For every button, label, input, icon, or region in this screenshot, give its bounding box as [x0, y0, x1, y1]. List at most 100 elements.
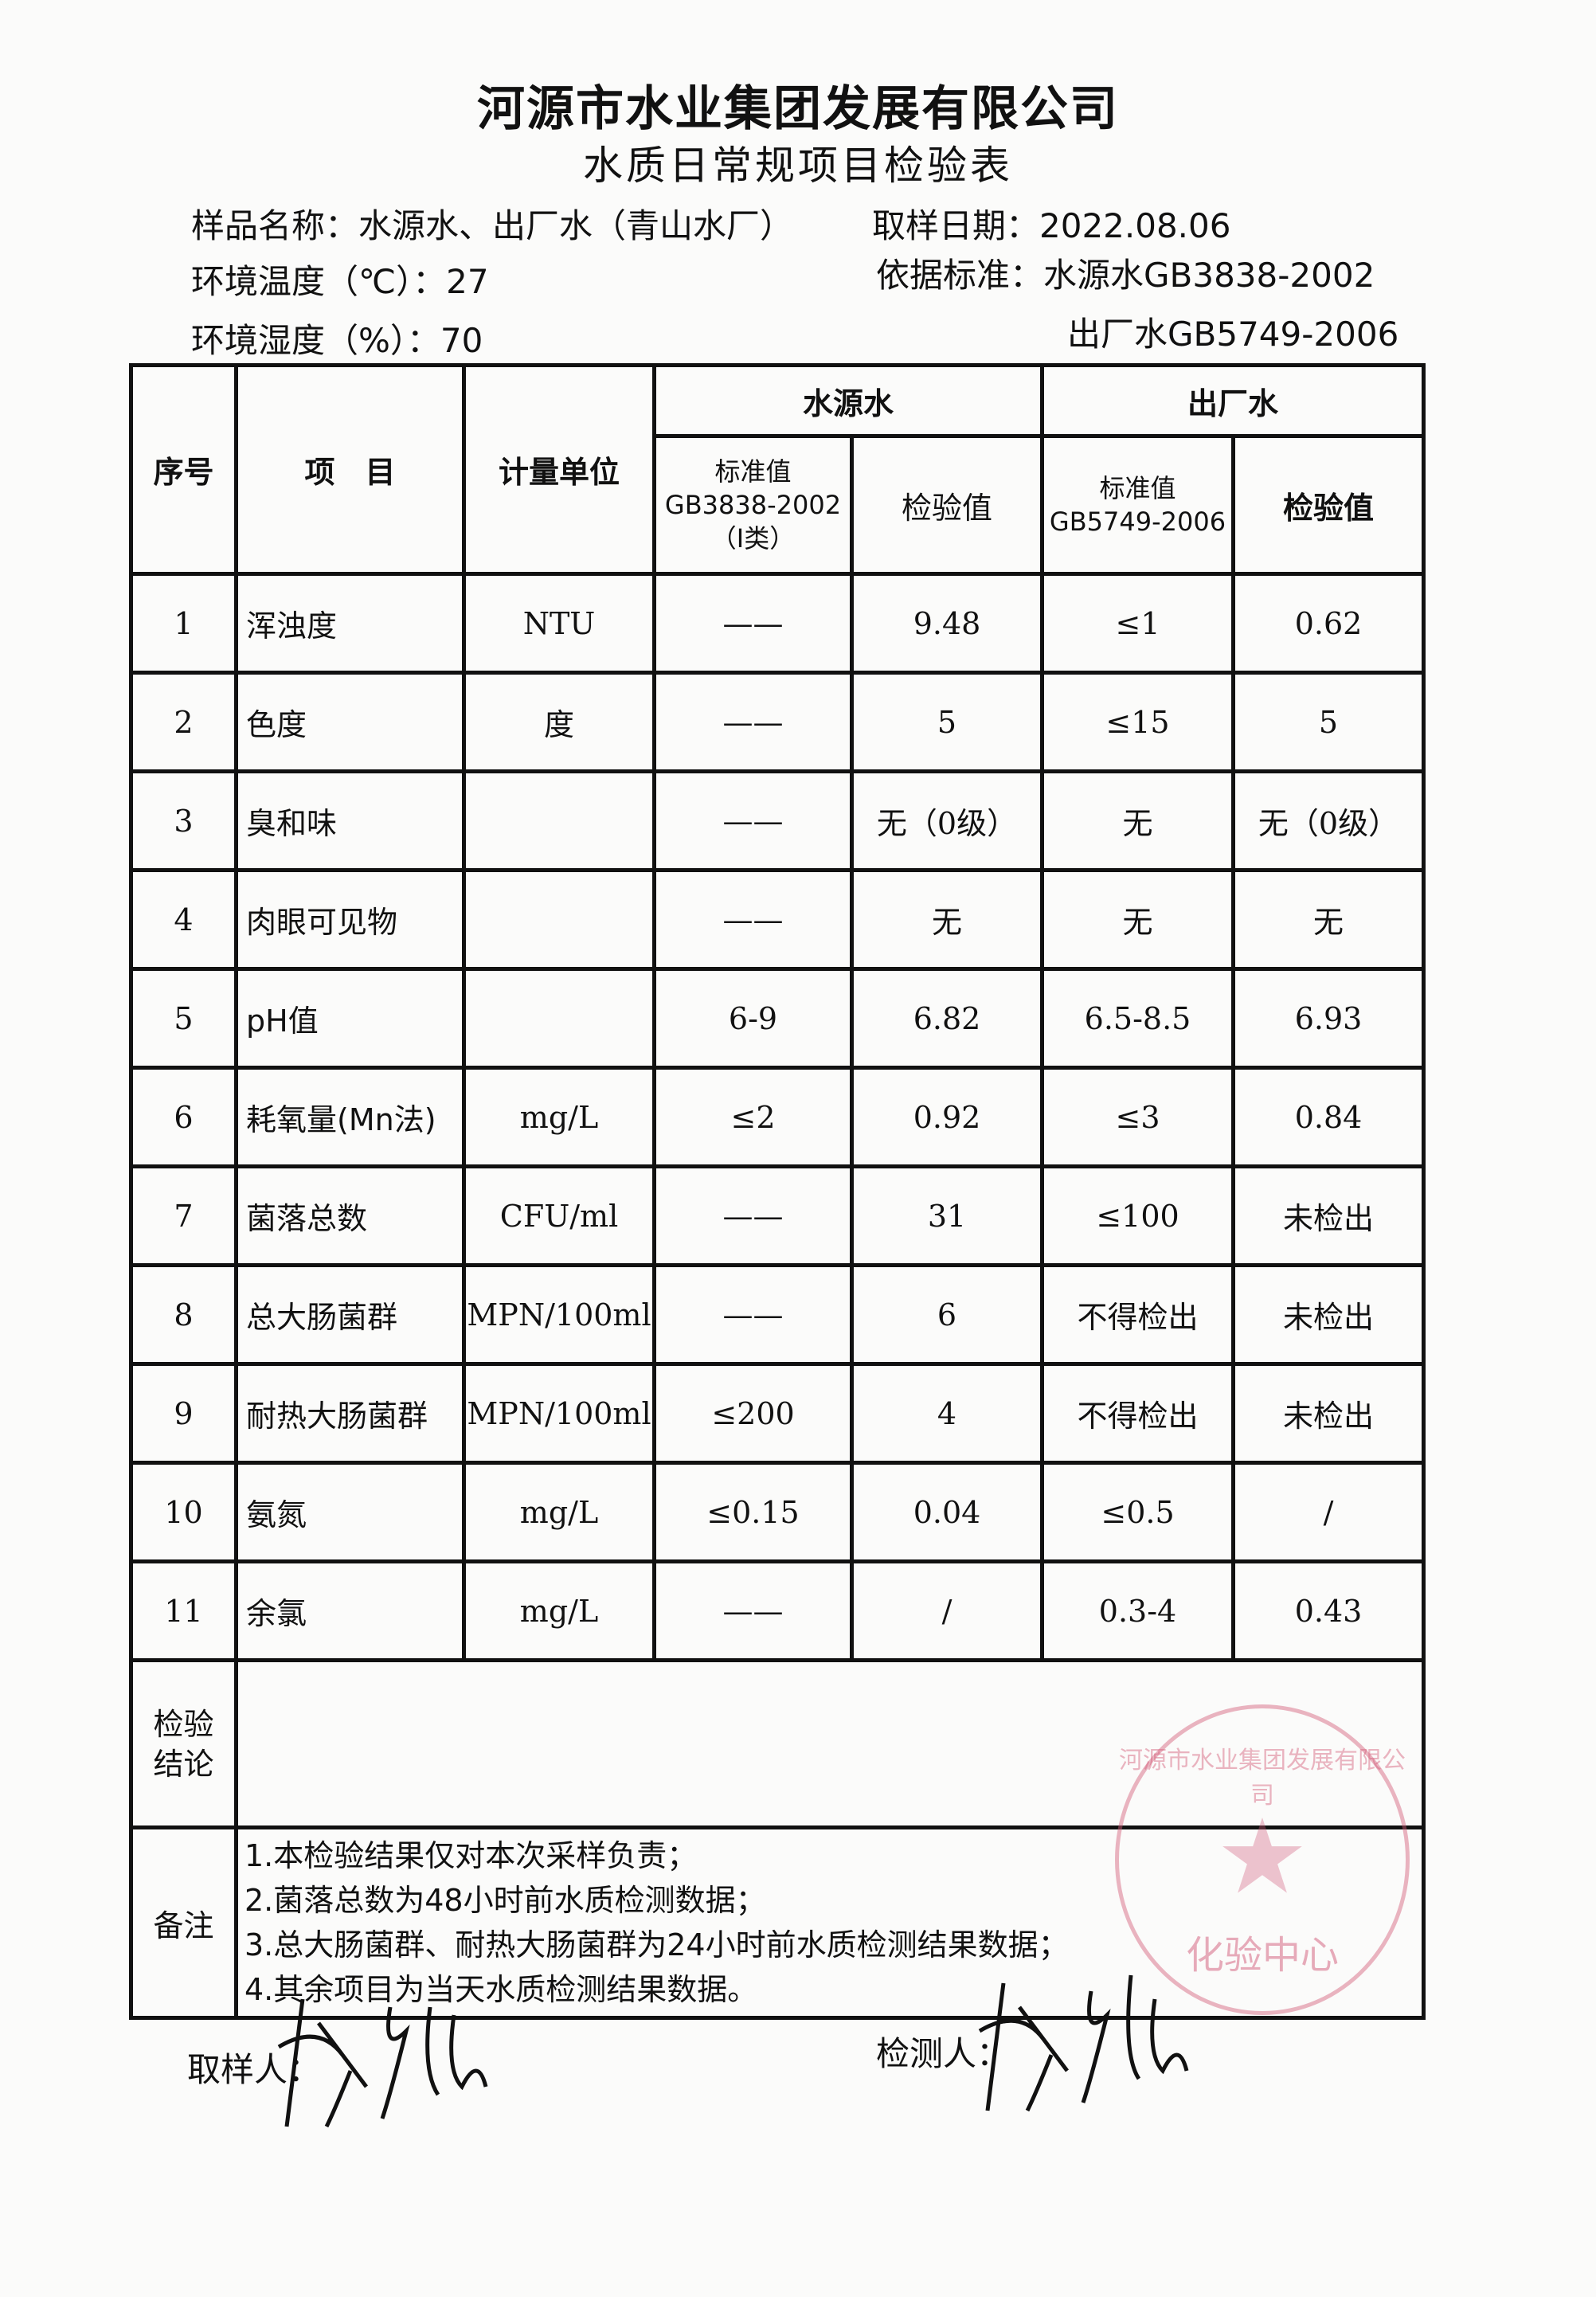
source-standard: —— [652, 572, 854, 675]
table-row: 9 耐热大肠菌群 MPN/100ml ≤200 4 不得检出 未检出 [129, 1362, 1426, 1465]
source-value: 6.82 [849, 967, 1045, 1070]
seal-ring-text: 河源市水业集团发展有限公司 [1119, 1747, 1406, 1810]
standard-factory: 出厂水GB5749-2006 [1067, 315, 1399, 354]
unit: MPN/100ml [462, 1263, 656, 1366]
row-number: 1 [129, 572, 238, 675]
notes-label: 备注 [129, 1825, 238, 2020]
source-std-label: 标准值 [714, 456, 792, 487]
header-source-water: 水源水 [651, 363, 1045, 438]
header-source-std: 标准值 GB3838-2002 （Ⅰ类） [652, 434, 854, 576]
row-number: 3 [129, 769, 238, 872]
table-row: 3 臭和味 —— 无（0级）无无（0级） [129, 769, 1426, 872]
row-number: 10 [129, 1461, 238, 1563]
tester-label: 检测人： [876, 2034, 1011, 2073]
temperature: 环境温度（℃）：27 [191, 262, 489, 301]
source-std-class: （Ⅰ类） [710, 523, 796, 554]
factory-value: 0.84 [1231, 1066, 1426, 1168]
unit [462, 868, 656, 971]
source-standard: —— [652, 1559, 854, 1662]
item-name: 氨氮 [234, 1461, 466, 1563]
table-row: 5 pH值 6-9 6.82 6.5-8.5 6.93 [129, 967, 1426, 1070]
star-icon: ★ [1215, 1796, 1309, 1917]
source-value: 6 [849, 1263, 1045, 1366]
item-name: 耐热大肠菌群 [234, 1362, 466, 1465]
item-name: 余氯 [234, 1559, 466, 1662]
table-row: 10 氨氮 mg/L ≤0.15 0.04 ≤0.5/ [129, 1461, 1426, 1563]
factory-standard: ≤3 [1040, 1066, 1236, 1168]
item-name: 耗氧量(Mn法) [234, 1066, 466, 1168]
table-row: 2 色度度 —— 5 ≤15 5 [129, 671, 1426, 773]
source-standard: —— [652, 671, 854, 773]
factory-standard: 无 [1040, 769, 1236, 872]
company-title: 河源市水业集团发展有限公司 [477, 81, 1119, 137]
source-standard: —— [652, 769, 854, 872]
row-number: 2 [129, 671, 238, 773]
factory-standard: ≤0.5 [1040, 1461, 1236, 1563]
factory-standard: 0.3-4 [1040, 1559, 1236, 1662]
note-1: 1.本检验结果仅对本次采样负责； [244, 1838, 698, 1873]
form-title: 水质日常规项目检验表 [583, 143, 1013, 189]
row-number: 7 [129, 1164, 238, 1267]
item-name: pH值 [234, 967, 466, 1070]
source-standard: ≤2 [652, 1066, 854, 1168]
source-value: 9.48 [849, 572, 1045, 675]
note-2: 2.菌落总数为48小时前水质检测数据； [244, 1883, 766, 1918]
source-standard: ≤200 [652, 1362, 854, 1465]
header-factory-std: 标准值 GB5749-2006 [1040, 434, 1236, 576]
unit [462, 967, 656, 1070]
standard-source: 依据标准：水源水GB3838-2002 [876, 256, 1375, 295]
factory-value: 无 [1231, 868, 1426, 971]
header-factory-value: 检验值 [1231, 434, 1426, 576]
item-name: 浑浊度 [234, 572, 466, 675]
item-name: 色度 [234, 671, 466, 773]
unit: MPN/100ml [462, 1362, 656, 1465]
factory-value: 0.62 [1231, 572, 1426, 675]
table-row: 4 肉眼可见物 —— 无无无 [129, 868, 1426, 971]
source-std-code: GB3838-2002 [664, 490, 842, 520]
item-name: 总大肠菌群 [234, 1263, 466, 1366]
sample-name: 样品名称：水源水、出厂水（青山水厂） [191, 206, 794, 245]
table-row: 6 耗氧量(Mn法) mg/L ≤2 0.92 ≤3 0.84 [129, 1066, 1426, 1168]
factory-value: 6.93 [1231, 967, 1426, 1070]
unit: 度 [462, 671, 656, 773]
factory-standard: 不得检出 [1040, 1263, 1236, 1366]
header-source-value: 检验值 [849, 434, 1045, 576]
factory-value: / [1231, 1461, 1426, 1563]
unit: NTU [462, 572, 656, 675]
table-row: 1 浑浊度 NTU —— 9.48 ≤1 0.62 [129, 572, 1426, 675]
source-standard: ≤0.15 [652, 1461, 854, 1563]
factory-value: 0.43 [1231, 1559, 1426, 1662]
unit: CFU/ml [462, 1164, 656, 1267]
row-number: 11 [129, 1559, 238, 1662]
source-value: 无 [849, 868, 1045, 971]
source-standard: —— [652, 1263, 854, 1366]
factory-value: 5 [1231, 671, 1426, 773]
header-no: 序号 [129, 363, 238, 576]
sampler-label: 取样人： [187, 2050, 322, 2089]
source-standard: 6-9 [652, 967, 854, 1070]
source-value: / [849, 1559, 1045, 1662]
row-number: 8 [129, 1263, 238, 1366]
factory-value: 未检出 [1231, 1263, 1426, 1366]
note-4: 4.其余项目为当天水质检测结果数据。 [244, 1972, 758, 2007]
source-standard: —— [652, 868, 854, 971]
factory-standard: 不得检出 [1040, 1362, 1236, 1465]
sampler-signature [277, 1998, 488, 2128]
item-name: 臭和味 [234, 769, 466, 872]
row-number: 6 [129, 1066, 238, 1168]
factory-standard: 无 [1040, 868, 1236, 971]
unit: mg/L [462, 1559, 656, 1662]
note-3: 3.总大肠菌群、耐热大肠菌群为24小时前水质检测结果数据； [244, 1927, 1069, 1962]
item-name: 菌落总数 [234, 1164, 466, 1267]
official-seal: 河源市水业集团发展有限公司 ★ 化验中心 [1115, 1704, 1410, 2015]
source-value: 0.92 [849, 1066, 1045, 1168]
factory-value: 未检出 [1231, 1362, 1426, 1465]
factory-value: 未检出 [1231, 1164, 1426, 1267]
unit [462, 769, 656, 872]
table-row: 11 余氯 mg/L ——/0.3-4 0.43 [129, 1559, 1426, 1662]
item-name: 肉眼可见物 [234, 868, 466, 971]
tester-signature [978, 1974, 1189, 2112]
factory-standard: ≤15 [1040, 671, 1236, 773]
row-number: 4 [129, 868, 238, 971]
factory-standard: 6.5-8.5 [1040, 967, 1236, 1070]
